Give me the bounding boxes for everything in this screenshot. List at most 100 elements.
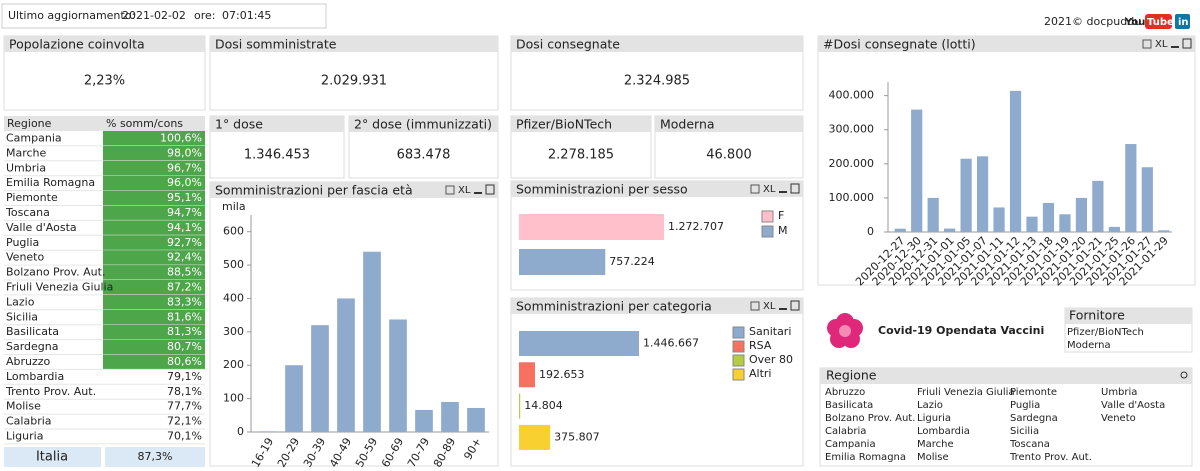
list-item[interactable]: Toscana: [1009, 439, 1050, 450]
region-value: 92,7%: [167, 236, 202, 249]
kpi-value: 1.346.453: [244, 148, 310, 163]
list-item[interactable]: Trento Prov. Aut.: [1009, 452, 1092, 463]
cell-highlight: [103, 190, 205, 206]
logo-tube-bg[interactable]: [1145, 14, 1172, 29]
panel-header: [511, 116, 651, 132]
region-name: Lazio: [6, 295, 35, 308]
list-item[interactable]: Sardegna: [1010, 413, 1058, 424]
list-item[interactable]: Calabria: [825, 426, 866, 437]
region-name: Veneto: [6, 251, 44, 264]
bar: [441, 401, 459, 432]
region-name: Trento Prov. Aut.: [5, 385, 96, 398]
list-item[interactable]: Emilia Romagna: [825, 452, 906, 463]
region-name: Umbria: [6, 161, 46, 174]
region-name: Liguria: [6, 430, 43, 443]
panel-title: Dosi consegnate: [516, 37, 620, 52]
kpi-value: 683.478: [397, 148, 451, 163]
panel-title: Dosi somministrate: [215, 37, 337, 52]
legend-swatch: [761, 225, 774, 238]
region-name: Emilia Romagna: [6, 176, 95, 189]
list-item[interactable]: Campania: [825, 439, 876, 450]
list-item[interactable]: Bolzano Prov. Aut.: [825, 413, 915, 424]
bar: [337, 298, 355, 432]
print-icon[interactable]: [1142, 39, 1152, 49]
kpi-value: 2.324.985: [624, 74, 690, 89]
region-value: 80,6%: [167, 355, 202, 368]
list-item[interactable]: Friuli Venezia Giulia: [917, 387, 1015, 398]
excel-icon[interactable]: XL: [458, 185, 471, 196]
list-item[interactable]: Veneto: [1101, 413, 1136, 424]
excel-icon[interactable]: XL: [763, 301, 776, 312]
list-item[interactable]: Sicilia: [1010, 426, 1039, 437]
update-label: Ultimo aggiornamento:: [8, 9, 135, 22]
excel-icon[interactable]: XL: [1155, 39, 1168, 50]
legend-label: RSA: [749, 339, 772, 352]
value-label: 192.653: [539, 368, 585, 381]
excel-icon[interactable]: XL: [763, 184, 776, 195]
minimize-icon[interactable]: [779, 308, 787, 310]
list-item[interactable]: Puglia: [1010, 400, 1040, 411]
region-value: 96,0%: [167, 176, 202, 189]
list-item[interactable]: Abruzzo: [825, 387, 865, 398]
list-item[interactable]: Molise: [917, 452, 949, 463]
minimize-icon[interactable]: [1171, 46, 1179, 48]
list-item[interactable]: Marche: [917, 439, 954, 450]
y-tick-label: 0: [867, 225, 874, 238]
panel-title: 2° dose (immunizzati): [354, 117, 492, 132]
logo-in-bg[interactable]: [1175, 14, 1190, 29]
region-value: 77,7%: [167, 400, 202, 413]
legend-label: M: [778, 224, 788, 237]
list-item[interactable]: Moderna: [1067, 340, 1111, 351]
minimize-icon[interactable]: [779, 191, 787, 193]
search-icon[interactable]: [1180, 371, 1188, 379]
update-time: 07:01:45: [222, 9, 271, 22]
value-label: 757.224: [609, 255, 655, 268]
logo-tube[interactable]: Tube: [1147, 17, 1174, 28]
value-label: 14.804: [524, 399, 563, 412]
maximize-icon[interactable]: [790, 183, 800, 194]
list-item[interactable]: Valle d'Aosta: [1101, 400, 1165, 411]
bar: [1042, 203, 1055, 232]
list-item[interactable]: Basilicata: [825, 400, 873, 411]
kpi-value: 2,23%: [84, 74, 125, 89]
legend-swatch: [761, 210, 774, 223]
credit: 2021© docpuddu: [1044, 15, 1141, 28]
list-item[interactable]: Lazio: [917, 400, 943, 411]
region-value: 81,6%: [167, 310, 202, 323]
legend-label: Over 80: [749, 353, 793, 366]
maximize-icon[interactable]: [1182, 38, 1192, 49]
print-icon[interactable]: [750, 184, 760, 194]
list-item[interactable]: Pfizer/BioNTech: [1067, 327, 1144, 338]
total-row: [105, 447, 205, 467]
minimize-icon[interactable]: [474, 192, 482, 194]
cell-highlight: [103, 175, 205, 191]
region-value: 95,1%: [167, 191, 202, 204]
region-value: 94,7%: [167, 206, 202, 219]
list-item[interactable]: Piemonte: [1010, 387, 1057, 398]
region-name: Lombardia: [6, 370, 64, 383]
maximize-icon[interactable]: [485, 184, 495, 195]
bar: [927, 197, 939, 232]
region-name: Campania: [6, 132, 62, 145]
panel-title: Somministrazioni per sesso: [516, 182, 688, 197]
region-name: Bolzano Prov. Aut.: [6, 266, 105, 279]
logo-in[interactable]: in: [1178, 17, 1189, 28]
list-item[interactable]: Liguria: [917, 413, 951, 424]
bar: [960, 158, 972, 232]
list-item[interactable]: Umbria: [1101, 387, 1137, 398]
region-name: Basilicata: [6, 325, 59, 338]
bar: [1108, 226, 1120, 232]
print-icon[interactable]: [445, 185, 455, 195]
panel: [510, 297, 804, 467]
region-value: 83,3%: [167, 295, 202, 308]
table-header: [4, 116, 205, 131]
maximize-icon[interactable]: [790, 300, 800, 311]
logo-you[interactable]: You: [1124, 17, 1145, 28]
print-icon[interactable]: [750, 301, 760, 311]
legend-swatch: [732, 340, 745, 353]
list-item[interactable]: Lombardia: [917, 426, 970, 437]
y-tick-label: 400.000: [829, 89, 875, 102]
cell-highlight: [103, 131, 205, 146]
bar: [894, 228, 906, 232]
region-value: 94,1%: [167, 221, 202, 234]
